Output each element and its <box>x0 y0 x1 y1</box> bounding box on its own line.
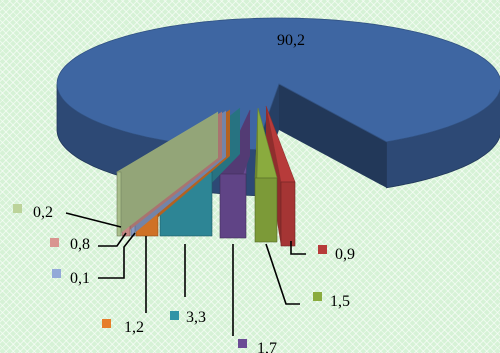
slice-1-7 <box>219 173 247 239</box>
slice-90-2 <box>56 17 500 151</box>
slice-0-9 <box>280 181 296 247</box>
data-label-1-7: 1,7 <box>257 340 277 353</box>
leader-line-1-5 <box>265 243 300 305</box>
label-marker-0-9 <box>318 245 327 254</box>
data-label-0-1: 0,1 <box>70 270 90 287</box>
leader-line-0-8 <box>98 232 127 247</box>
label-marker-0-2 <box>13 204 22 213</box>
label-marker-0-8 <box>50 238 59 247</box>
data-label-0-9: 0,9 <box>335 246 355 263</box>
slice-cut-90-2-b <box>279 84 387 188</box>
label-marker-0-1 <box>52 269 61 278</box>
label-marker-90-2 <box>260 31 269 40</box>
slice-wall-0-2 <box>117 112 218 236</box>
label-marker-1-5 <box>313 292 322 301</box>
data-label-3-3: 3,3 <box>186 309 206 326</box>
leader-line-0-2 <box>65 212 122 228</box>
label-marker-1-7 <box>238 339 247 348</box>
leader-line-0-9 <box>290 241 306 255</box>
label-marker-1-2 <box>102 319 111 328</box>
data-label-90-2: 90,2 <box>277 32 305 49</box>
data-label-1-2: 1,2 <box>124 319 144 336</box>
slice-1-5 <box>254 177 278 243</box>
data-label-1-5: 1,5 <box>330 293 350 310</box>
leader-line-0-1 <box>98 232 136 279</box>
label-marker-3-3 <box>170 311 179 320</box>
data-label-0-8: 0,8 <box>70 236 90 253</box>
data-label-0-2: 0,2 <box>33 204 53 221</box>
slice-0-2 <box>116 171 122 237</box>
